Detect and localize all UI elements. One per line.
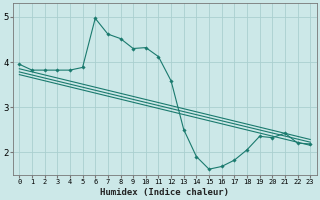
X-axis label: Humidex (Indice chaleur): Humidex (Indice chaleur) bbox=[100, 188, 229, 197]
